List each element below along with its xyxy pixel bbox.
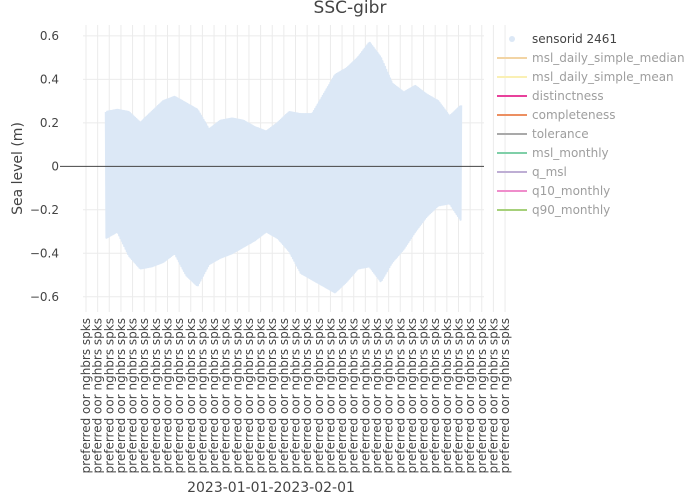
x-tick-label: preferred oor nghbrs spks (277, 318, 291, 473)
legend-label: msl_daily_simple_median (532, 51, 685, 65)
chart-title: SSC-gibr (314, 0, 387, 18)
sensor-series-band (104, 41, 463, 294)
y-tick-label: 0.2 (40, 116, 59, 130)
legend[interactable]: sensorid 2461 msl_daily_simple_median msl_… (497, 32, 685, 217)
x-tick-label: preferred oor nghbrs spks (114, 318, 128, 473)
x-tick-label: preferred oor nghbrs spks (161, 318, 175, 473)
legend-label: msl_daily_simple_mean (532, 70, 674, 84)
x-tick-label: preferred oor nghbrs spks (463, 318, 477, 473)
y-axis-ticks: 0.6 0.4 0.2 0 −0.2 −0.4 −0.6 (30, 29, 59, 304)
legend-item-msl-monthly[interactable]: msl_monthly (497, 146, 609, 160)
x-tick-label: preferred oor nghbrs spks (172, 318, 186, 473)
legend-item-sensorid-2461[interactable]: sensorid 2461 (509, 32, 617, 46)
x-tick-label: preferred oor nghbrs spks (405, 318, 419, 473)
x-tick-label: preferred oor nghbrs spks (79, 318, 93, 473)
x-tick-label: preferred oor nghbrs spks (358, 318, 372, 473)
legend-item-tolerance[interactable]: tolerance (497, 127, 589, 141)
x-tick-label: preferred oor nghbrs spks (289, 318, 303, 473)
x-tick-label: preferred oor nghbrs spks (230, 318, 244, 473)
x-tick-label: preferred oor nghbrs spks (393, 318, 407, 473)
legend-label: q90_monthly (532, 203, 610, 217)
x-tick-label: preferred oor nghbrs spks (428, 318, 442, 473)
x-tick-label: preferred oor nghbrs spks (184, 318, 198, 473)
y-tick-label: 0.6 (40, 29, 59, 43)
x-tick-label: preferred oor nghbrs spks (126, 318, 140, 473)
x-tick-label: preferred oor nghbrs spks (475, 318, 489, 473)
x-tick-label: preferred oor nghbrs spks (486, 318, 500, 473)
legend-label: q_msl (532, 165, 567, 179)
legend-label: q10_monthly (532, 184, 610, 198)
x-tick-label: preferred oor nghbrs spks (417, 318, 431, 473)
legend-label: completeness (532, 108, 616, 122)
y-axis-title: Sea level (m) (10, 122, 26, 215)
x-tick-label: preferred oor nghbrs spks (300, 318, 314, 473)
legend-item-completeness[interactable]: completeness (497, 108, 616, 122)
legend-item-msl-daily-simple-median[interactable]: msl_daily_simple_median (497, 51, 685, 65)
legend-item-q-msl[interactable]: q_msl (497, 165, 567, 179)
y-tick-label: −0.4 (30, 246, 59, 260)
legend-item-distinctness[interactable]: distinctness (497, 89, 604, 103)
x-tick-label: preferred oor nghbrs spks (323, 318, 337, 473)
y-tick-label: 0.4 (40, 72, 59, 86)
x-tick-label: preferred oor nghbrs spks (207, 318, 221, 473)
legend-item-msl-daily-simple-mean[interactable]: msl_daily_simple_mean (497, 70, 674, 84)
x-tick-label: preferred oor nghbrs spks (91, 318, 105, 473)
x-tick-label: preferred oor nghbrs spks (370, 318, 384, 473)
x-tick-label: preferred oor nghbrs spks (335, 318, 349, 473)
y-tick-label: −0.2 (30, 203, 59, 217)
y-tick-label: 0 (51, 159, 59, 173)
x-tick-label: preferred oor nghbrs spks (265, 318, 279, 473)
legend-label: sensorid 2461 (532, 32, 617, 46)
x-tick-label: preferred oor nghbrs spks (452, 318, 466, 473)
x-tick-label: preferred oor nghbrs spks (440, 318, 454, 473)
legend-label: distinctness (532, 89, 604, 103)
x-tick-label: preferred oor nghbrs spks (382, 318, 396, 473)
x-tick-label: preferred oor nghbrs spks (254, 318, 268, 473)
x-tick-label: preferred oor nghbrs spks (498, 318, 512, 473)
x-tick-label: preferred oor nghbrs spks (102, 318, 116, 473)
legend-item-q10-monthly[interactable]: q10_monthly (497, 184, 610, 198)
x-axis-title: 2023-01-01-2023-02-01 (187, 480, 355, 496)
x-tick-label: preferred oor nghbrs spks (219, 318, 233, 473)
legend-marker-icon (509, 36, 515, 42)
y-tick-label: −0.6 (30, 290, 59, 304)
x-tick-label: preferred oor nghbrs spks (149, 318, 163, 473)
x-tick-label: preferred oor nghbrs spks (347, 318, 361, 473)
legend-label: tolerance (532, 127, 589, 141)
x-tick-label: preferred oor nghbrs spks (137, 318, 151, 473)
legend-label: msl_monthly (532, 146, 609, 160)
x-tick-label: preferred oor nghbrs spks (312, 318, 326, 473)
series-line-sensorid-2461[interactable] (104, 41, 463, 294)
x-tick-label: preferred oor nghbrs spks (242, 318, 256, 473)
legend-item-q90-monthly[interactable]: q90_monthly (497, 203, 610, 217)
x-tick-label: preferred oor nghbrs spks (195, 318, 209, 473)
